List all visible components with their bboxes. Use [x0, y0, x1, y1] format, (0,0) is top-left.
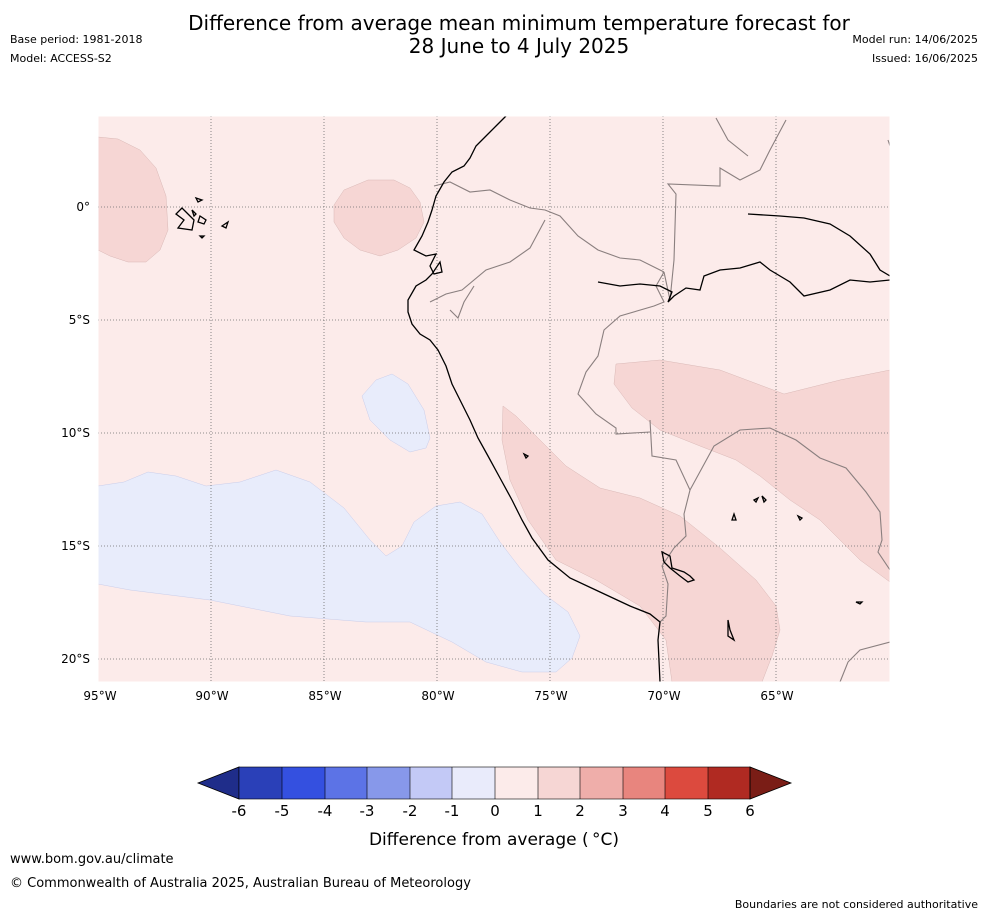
map-title: Difference from average mean minimum tem… [0, 12, 988, 58]
anomaly-region-offshore-large [97, 469, 581, 673]
colorbar-tick: -6 [232, 802, 247, 820]
lon-label-95w: 95°W [83, 689, 116, 703]
longitude-labels: 95°W 90°W 85°W 80°W 75°W 70°W 65°W [83, 689, 793, 703]
map-frame [97, 115, 891, 683]
colorbar-tick: 3 [618, 802, 628, 820]
lon-label-90w: 90°W [195, 689, 228, 703]
colorbar-bin-m4-m3 [325, 767, 367, 799]
title-line-1: Difference from average mean minimum tem… [188, 11, 850, 35]
colorbar-bin-3-4 [623, 767, 665, 799]
anomaly-region-galapagos-west [97, 136, 169, 263]
lat-label-5s: 5°S [69, 313, 90, 327]
title-line-2: 28 June to 4 July 2025 [408, 34, 630, 58]
colorbar-bin-4-5 [665, 767, 708, 799]
colorbar-bin-m1-0 [452, 767, 495, 799]
lon-label-75w: 75°W [534, 689, 567, 703]
lat-label-15s: 15°S [61, 539, 90, 553]
colorbar-tick: 6 [745, 802, 755, 820]
boundaries-disclaimer: Boundaries are not considered authoritat… [734, 898, 978, 911]
colorbar-bin-1-2 [538, 767, 580, 799]
bom-url: www.bom.gov.au/climate [10, 852, 174, 867]
colorbar-tick: -4 [318, 802, 333, 820]
colorbar-label: Difference from average ( °C) [369, 830, 619, 850]
map-panel [97, 115, 891, 683]
forecast-info-left: Base period: 1981-2018 Model: ACCESS-S2 [10, 30, 142, 68]
colorbar-tick: -5 [275, 802, 290, 820]
colorbar-tick: 2 [575, 802, 585, 820]
colorbar-bin-m3-m2 [367, 767, 410, 799]
model-run-date: Model run: 14/06/2025 [852, 33, 978, 46]
colorbar-bin-2-3 [580, 767, 623, 799]
colorbar-tick: -2 [403, 802, 418, 820]
lon-label-80w: 80°W [421, 689, 454, 703]
colorbar-tick: 1 [533, 802, 543, 820]
copyright-notice: © Commonwealth of Australia 2025, Austra… [10, 876, 471, 891]
forecast-info-right: Model run: 14/06/2025 Issued: 16/06/2025 [852, 30, 978, 68]
lon-label-85w: 85°W [308, 689, 341, 703]
colorbar-ticks: -6 -5 -4 -3 -2 -1 0 1 2 3 4 5 6 [232, 802, 755, 820]
graticule [98, 116, 890, 682]
colorbar-extend-low [196, 766, 240, 800]
colorbar-bin-m2-m1 [410, 767, 452, 799]
latitude-labels: 0° 5°S 10°S 15°S 20°S [61, 200, 90, 666]
model-name: Model: ACCESS-S2 [10, 52, 112, 65]
lat-label-10s: 10°S [61, 426, 90, 440]
colorbar-tick: -3 [360, 802, 375, 820]
issued-date: Issued: 16/06/2025 [871, 52, 978, 65]
lat-label-20s: 20°S [61, 652, 90, 666]
base-period: Base period: 1981-2018 [10, 33, 143, 46]
colorbar-tick: 0 [490, 802, 500, 820]
anomaly-region-peru-coast [501, 405, 781, 683]
country-borders [429, 117, 891, 683]
colorbar-tick: 4 [660, 802, 670, 820]
lat-label-0: 0° [76, 200, 90, 214]
colorbar-tick: 5 [703, 802, 713, 820]
colorbar-extend-high [749, 766, 793, 800]
colorbar-bin-5-6 [708, 767, 750, 799]
colorbar-bin-0-1 [495, 767, 538, 799]
lon-label-70w: 70°W [647, 689, 680, 703]
anomaly-region-ecuador [333, 179, 425, 257]
lon-label-65w: 65°W [760, 689, 793, 703]
colorbar-bin-m6-m5 [239, 767, 282, 799]
colorbar: -6 -5 -4 -3 -2 -1 0 1 2 3 4 5 6 Differen… [196, 766, 793, 850]
coastlines [175, 115, 891, 683]
colorbar-tick: -1 [445, 802, 460, 820]
colorbar-bin-m5-m4 [282, 767, 325, 799]
